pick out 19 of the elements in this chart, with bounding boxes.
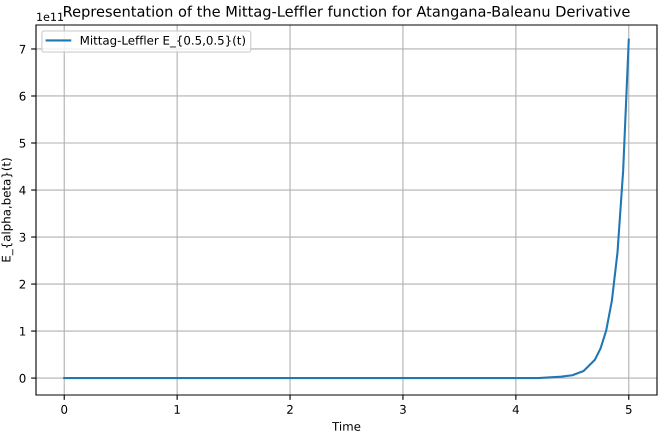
y-tick-label: 7 xyxy=(20,44,26,54)
legend-label: Mittag-Leffler E_{0.5,0.5}(t) xyxy=(80,36,245,48)
x-axis-title: Time xyxy=(332,422,360,431)
y-tick-label: 4 xyxy=(19,186,26,195)
x-tick-label: 1 xyxy=(174,405,180,414)
y-tick-label: 3 xyxy=(20,232,26,242)
y-tick-label: 5 xyxy=(20,138,26,148)
y-tick-label: 1 xyxy=(20,326,26,336)
x-tick-label: 3 xyxy=(400,404,406,414)
y-tick-label: 6 xyxy=(20,92,26,101)
chart-title: Representation of the Mittag-Leffler function for Atangana-Baleanu Derivative xyxy=(64,6,630,20)
x-tick-label: 5 xyxy=(626,405,632,414)
y-axis-title: E_{alpha,beta}(t) xyxy=(1,158,14,262)
x-tick-label: 0 xyxy=(61,404,68,414)
y-tick-label: 2 xyxy=(20,280,26,289)
x-tick-label: 2 xyxy=(287,404,293,414)
text: 1e11 xyxy=(37,12,64,21)
x-tick-label: 4 xyxy=(512,405,519,414)
y-tick-label: 0 xyxy=(20,374,26,383)
